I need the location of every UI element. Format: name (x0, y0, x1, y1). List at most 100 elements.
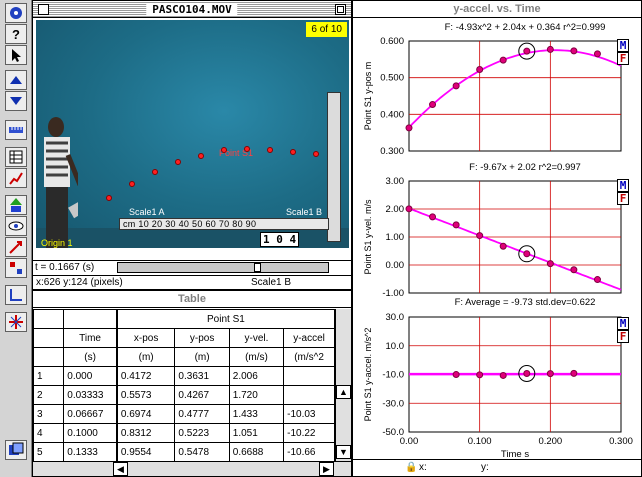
cell-vy[interactable]: 1.433 (228, 404, 285, 424)
shapes-icon[interactable] (5, 195, 27, 215)
y-tick-label: 2.00 (386, 204, 405, 215)
cell-ay[interactable]: -10.66 (283, 442, 335, 461)
cell-time[interactable]: 0.06667 (63, 404, 118, 424)
table-row[interactable]: 2 0.03333 0.5573 0.4267 1.720 (33, 385, 335, 405)
m-button[interactable]: M (617, 179, 629, 192)
vector-icon[interactable] (5, 237, 27, 257)
table-icon[interactable] (5, 147, 27, 167)
time-slider-thumb[interactable] (254, 263, 261, 272)
window-icon[interactable] (5, 440, 27, 460)
footer-x-readout: x: (419, 462, 427, 473)
video-floor (36, 228, 349, 248)
column-header[interactable]: x-pos (115, 328, 176, 348)
lock-icon[interactable]: 🔒 (405, 462, 418, 473)
cell-y[interactable]: 0.5478 (174, 442, 230, 461)
time-slider[interactable] (117, 262, 329, 273)
cell-x[interactable]: 0.4172 (115, 366, 176, 386)
scroll-down-icon[interactable]: ▼ (336, 445, 351, 459)
column-header[interactable]: Time (63, 328, 118, 348)
table-titlebar[interactable]: Table (33, 291, 351, 308)
cell-ay[interactable]: -10.22 (283, 423, 335, 443)
y-tick-label: 30.0 (386, 312, 405, 323)
cell-vy[interactable]: 1.720 (228, 385, 285, 405)
cell-x[interactable]: 0.9554 (115, 442, 176, 461)
arrow-up-icon[interactable] (5, 70, 27, 90)
cell-ay[interactable] (283, 366, 335, 386)
table-row[interactable]: 5 0.1333 0.9554 0.5478 0.6688 -10.66 (33, 442, 335, 461)
cell-time[interactable]: 0.1333 (63, 442, 118, 461)
arrow-down-icon[interactable] (5, 91, 27, 111)
m-button[interactable]: M (617, 317, 629, 330)
scale-value-box: 1 0 4 (260, 232, 300, 247)
cell-vy[interactable]: 0.6688 (228, 442, 285, 461)
cell-x[interactable]: 0.8312 (115, 423, 176, 443)
point-label: Point S1 (219, 148, 254, 158)
column-unit: (m) (174, 347, 230, 367)
cell-ay[interactable] (283, 385, 335, 405)
current-point-ring (518, 42, 536, 60)
trajectory-dot (290, 148, 296, 155)
current-point-ring (518, 364, 536, 382)
graph-titlebar[interactable]: y-accel. vs. Time (353, 1, 641, 18)
cell-y[interactable]: 0.4267 (174, 385, 230, 405)
cell-y[interactable]: 0.4777 (174, 404, 230, 424)
column-header[interactable]: y-vel. (228, 328, 285, 348)
settings-icon[interactable] (5, 3, 27, 23)
origin-label: Origin 1 (41, 238, 73, 248)
cell-y[interactable]: 0.3631 (174, 366, 230, 386)
table-title: Table (172, 293, 212, 305)
ruler-icon[interactable] (5, 120, 27, 140)
trajectory-dot (106, 195, 112, 202)
video-frame[interactable]: Point S1 Scale1 A Scale1 B cm 10 20 30 4… (36, 20, 349, 248)
x-tick-label: 0.00 (400, 436, 419, 447)
axes-icon[interactable] (5, 285, 27, 305)
f-button[interactable]: F (617, 52, 629, 65)
cell-time[interactable]: 0.1000 (63, 423, 118, 443)
time-readout: t = 0.1667 (s) (35, 262, 95, 273)
graph-plots[interactable]: F: -4.93x^2 + 2.04x + 0.364 r^2=0.999 0.6… (353, 19, 641, 459)
column-header[interactable]: y-accel (283, 328, 335, 348)
column-header[interactable]: y-pos (174, 328, 230, 348)
fit-curve (408, 207, 622, 291)
trajectory-dot (267, 147, 273, 153)
cell-time[interactable]: 0.000 (63, 366, 118, 386)
scroll-up-icon[interactable]: ▲ (336, 385, 351, 399)
y-tick-label: 0.00 (386, 260, 405, 271)
help-icon[interactable]: ? (5, 24, 27, 44)
close-box[interactable] (38, 4, 49, 15)
cell-x[interactable]: 0.6974 (115, 404, 176, 424)
data-points-icon[interactable] (5, 258, 27, 278)
y-axis-label: Point S1 y-pos m (363, 62, 373, 131)
f-button[interactable]: F (617, 330, 629, 343)
current-point-ring (518, 245, 536, 263)
cell-vy[interactable]: 1.051 (228, 423, 285, 443)
y-tick-label: -10.0 (382, 370, 404, 381)
cell-time[interactable]: 0.03333 (63, 385, 118, 405)
crosshair-icon[interactable] (5, 312, 27, 332)
table-row[interactable]: 4 0.1000 0.8312 0.5223 1.051 -10.22 (33, 423, 335, 443)
horizontal-scrollbar[interactable]: ◀ ▶ (33, 461, 351, 476)
m-button[interactable]: M (617, 39, 629, 52)
cell-vy[interactable]: 2.006 (228, 366, 285, 386)
eye-icon[interactable] (5, 216, 27, 236)
cell-x[interactable]: 0.5573 (115, 385, 176, 405)
table-row[interactable]: 1 0.000 0.4172 0.3631 2.006 (33, 366, 335, 386)
data-point (593, 50, 601, 58)
trajectory-dot (175, 158, 181, 165)
cell-y[interactable]: 0.5223 (174, 423, 230, 443)
data-point (593, 276, 601, 284)
vertical-scrollbar[interactable]: ▲ ▼ (335, 309, 351, 461)
data-point (429, 101, 437, 109)
f-button[interactable]: F (617, 192, 629, 205)
graph-icon[interactable] (5, 168, 27, 188)
scroll-right-icon[interactable]: ▶ (319, 462, 334, 476)
cell-ay[interactable]: -10.03 (283, 404, 335, 424)
time-group-spacer (63, 309, 118, 329)
scroll-left-icon[interactable]: ◀ (113, 462, 128, 476)
table-row[interactable]: 3 0.06667 0.6974 0.4777 1.433 -10.03 (33, 404, 335, 424)
movie-titlebar[interactable]: PASCO104.MOV (33, 1, 351, 18)
zoom-box[interactable] (335, 4, 346, 15)
horizontal-ruler: cm 10 20 30 40 50 60 70 80 90 (119, 218, 329, 230)
pointer-icon[interactable] (5, 45, 27, 65)
